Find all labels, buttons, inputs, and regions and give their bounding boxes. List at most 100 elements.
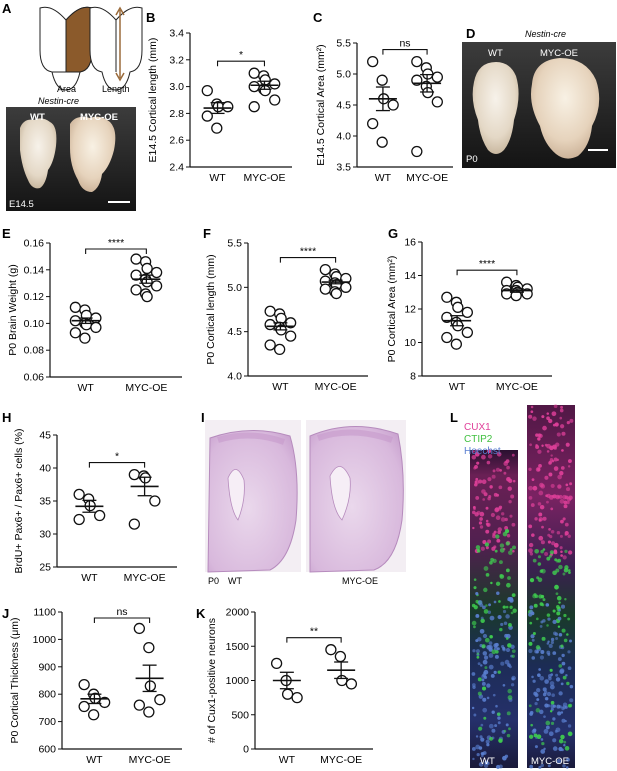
cell-dot <box>568 495 573 501</box>
photo-a-oe-label: MYC-OE <box>80 112 118 123</box>
cell-dot <box>549 550 554 555</box>
cell-dot <box>544 696 549 701</box>
y-tick-label: 0.12 <box>24 291 45 303</box>
panel-a-length-schematic <box>89 6 143 91</box>
x-tick-label: MYC-OE <box>320 754 362 766</box>
cell-dot <box>497 507 502 511</box>
data-point <box>149 495 161 507</box>
cell-dot <box>537 433 542 438</box>
data-point <box>133 622 146 635</box>
cell-dot <box>560 466 565 470</box>
cell-dot <box>566 501 570 505</box>
y-tick-label: 0.14 <box>24 264 45 276</box>
cell-dot <box>550 721 555 725</box>
data-point <box>143 706 155 718</box>
cell-dot <box>539 602 544 606</box>
cell-dot <box>546 450 550 453</box>
significance-label: ns <box>399 38 410 50</box>
cell-dot <box>556 758 562 764</box>
y-tick-label: 4.0 <box>336 131 351 143</box>
photo-a-stage-label: E14.5 <box>9 199 34 210</box>
cell-dot <box>529 443 532 447</box>
cell-dot <box>556 595 562 601</box>
data-point <box>431 71 443 83</box>
cell-dot <box>542 598 546 602</box>
cell-dot <box>510 683 515 687</box>
y-tick-label: 35 <box>39 496 51 508</box>
cell-dot <box>502 755 507 761</box>
cell-dot <box>488 645 493 650</box>
cell-dot <box>560 734 565 740</box>
cell-dot <box>489 736 493 741</box>
cell-dot <box>531 729 537 734</box>
data-point <box>461 326 474 339</box>
cell-dot <box>540 749 546 754</box>
cell-dot <box>565 442 570 447</box>
cell-dot <box>548 472 553 477</box>
cell-dot <box>537 577 543 583</box>
cell-dot <box>511 654 515 658</box>
cell-dot <box>567 465 571 468</box>
x-tick-label: WT <box>279 754 296 766</box>
cell-dot <box>529 734 534 739</box>
cell-dot <box>505 614 510 619</box>
cell-dot <box>545 725 550 730</box>
cell-dot <box>534 702 538 706</box>
cell-dot <box>559 416 563 420</box>
cell-dot <box>483 492 488 497</box>
data-point <box>69 301 82 313</box>
cell-dot <box>553 404 558 409</box>
cell-dot <box>549 710 553 713</box>
cell-dot <box>563 638 568 643</box>
cell-dot <box>569 698 574 703</box>
cell-dot <box>548 554 552 558</box>
cell-dot <box>507 623 512 627</box>
cell-dot <box>535 645 541 650</box>
data-point <box>281 688 294 700</box>
nestin-cre-title-a: Nestin-cre <box>38 96 79 106</box>
cell-dot <box>495 650 499 654</box>
cell-dot <box>503 621 508 625</box>
cell-dot <box>565 483 569 487</box>
data-point <box>79 332 91 344</box>
cell-dot <box>549 681 555 686</box>
cell-dot <box>479 525 484 529</box>
cell-dot <box>489 560 493 565</box>
cell-dot <box>481 678 485 682</box>
data-point <box>144 680 157 692</box>
cell-dot <box>498 600 501 603</box>
cell-dot <box>546 416 550 421</box>
cell-dot <box>481 454 486 460</box>
cell-dot <box>489 635 493 639</box>
cell-dot <box>511 453 515 457</box>
cell-dot <box>563 613 567 618</box>
cell-dot <box>483 675 488 679</box>
chart-k: 0 500 1000 1500 2000 WT MYC-OE # of Cux1-positi… <box>206 607 373 766</box>
cell-dot <box>497 716 501 720</box>
cell-dot <box>502 646 506 651</box>
cell-dot <box>558 601 561 604</box>
cell-dot <box>531 478 535 482</box>
chart-g: 8 10 12 14 16 WT MYC-OE P0 Cortical Area (mm²) *… <box>386 237 552 393</box>
cell-dot <box>560 644 564 648</box>
cell-dot <box>478 762 484 767</box>
panel-i-histology <box>205 420 406 573</box>
y-tick-label: 0 <box>243 744 249 756</box>
data-point <box>387 99 399 111</box>
cell-dot <box>504 526 509 530</box>
cell-dot <box>486 696 490 700</box>
cell-dot <box>558 564 563 570</box>
cell-dot <box>546 691 552 697</box>
cell-dot <box>561 653 565 658</box>
cell-dot <box>545 720 551 726</box>
panel-letter-k: K <box>196 606 206 621</box>
y-tick-label: 700 <box>38 716 56 728</box>
data-point <box>141 290 153 303</box>
data-point <box>450 338 463 350</box>
cell-dot <box>539 655 545 660</box>
cell-dot <box>480 618 485 624</box>
cell-dot <box>550 454 553 457</box>
cell-speckles-oe <box>527 404 574 770</box>
cell-dot <box>506 465 510 470</box>
cell-dot <box>475 614 480 618</box>
